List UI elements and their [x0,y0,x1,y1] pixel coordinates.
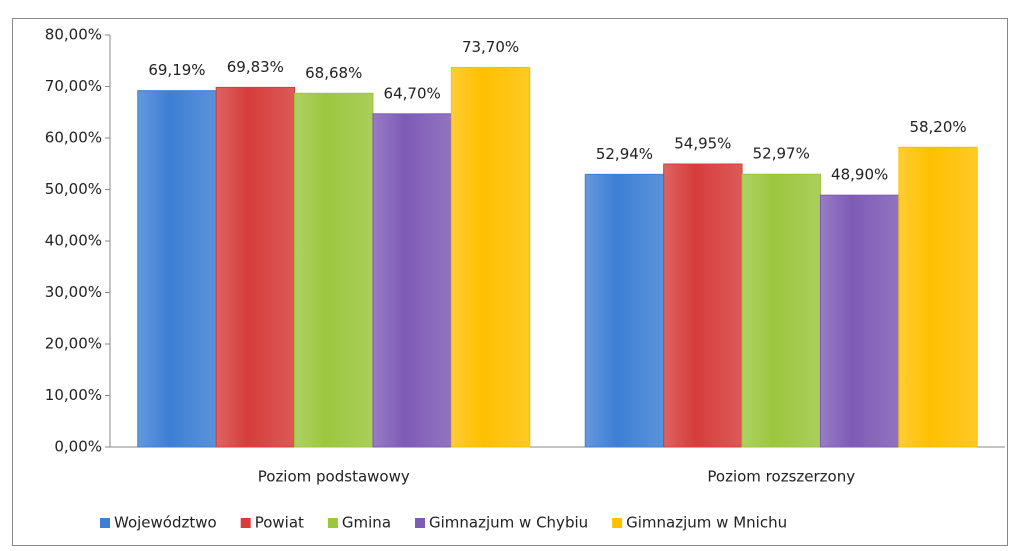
y-tick-label: 40,00% [45,232,102,250]
bar [819,194,900,448]
y-tick-label: 80,00% [45,26,102,44]
legend-swatch [240,518,251,528]
y-tick-label: 0,00% [54,438,102,456]
legend-swatch [100,518,110,528]
data-label: 73,70% [462,38,519,56]
y-tick-label: 50,00% [45,180,102,198]
legend-label: Powiat [255,514,304,532]
y-tick-label: 60,00% [45,129,102,147]
data-label: 52,94% [596,145,653,163]
y-tick-label: 70,00% [45,77,102,95]
x-tick-label: Poziom podstawowy [258,468,410,486]
bar [215,86,296,448]
bar [450,66,531,448]
data-label: 69,19% [148,61,205,79]
data-label: 58,20% [909,118,966,136]
legend-swatch [327,518,338,528]
x-tick-label: Poziom rozszerzony [707,468,855,486]
y-tick-label: 30,00% [45,283,102,301]
y-tick-label: 10,00% [45,386,102,404]
data-label: 52,97% [753,145,810,163]
data-label: 48,90% [831,166,888,184]
legend-label: Gimnazjum w Chybiu [429,514,588,532]
data-label: 68,68% [305,64,362,82]
legend-label: Gimnazjum w Mnichu [626,514,787,532]
legend-swatch [612,518,623,528]
bar [137,90,217,448]
bar [372,113,452,448]
data-label: 69,83% [227,58,284,76]
bar [741,173,821,448]
bar [584,173,665,448]
legend-swatch [415,518,426,528]
data-label: 54,95% [674,135,731,153]
bar [663,163,743,448]
data-label: 64,70% [384,84,441,102]
legend-label: Województwo [114,514,217,532]
bar [294,92,374,448]
bar [898,146,978,448]
y-tick-label: 20,00% [45,335,102,353]
legend-label: Gmina [342,514,391,532]
